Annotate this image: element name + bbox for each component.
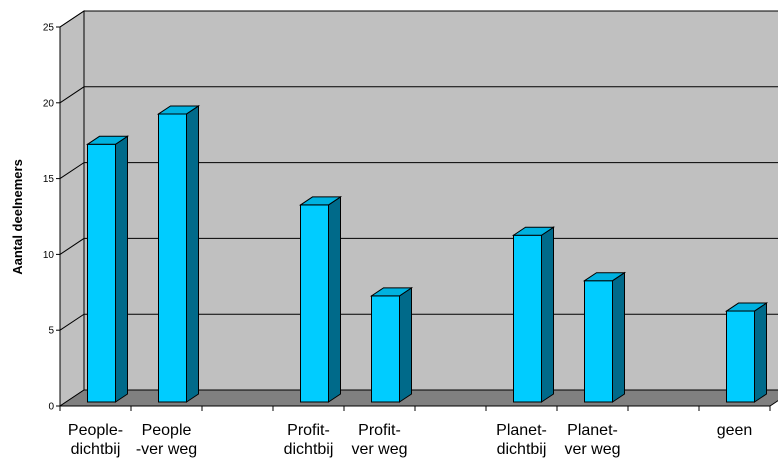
bar — [511, 226, 556, 403]
gridline — [59, 86, 778, 104]
bar-top — [724, 302, 769, 312]
bar-front — [158, 113, 187, 403]
side-wall — [59, 10, 85, 407]
bar-top — [582, 272, 627, 282]
bar-top — [511, 226, 556, 236]
x-category-label: Profit-ver weg — [351, 422, 407, 458]
bars — [85, 105, 769, 403]
bar — [582, 271, 627, 403]
bar — [156, 105, 201, 403]
x-category-label-line: dichtbij — [497, 441, 547, 458]
bar-side — [754, 302, 767, 403]
bar-side — [186, 105, 199, 403]
y-tick-label: 25 — [43, 23, 55, 34]
bar — [724, 302, 769, 403]
bar-front — [87, 143, 116, 403]
x-category-label-line: ver weg — [351, 441, 407, 458]
gridline — [59, 10, 778, 28]
bar — [298, 195, 343, 403]
x-category-label-line: -ver weg — [136, 441, 197, 458]
x-category-label-line: People — [142, 422, 192, 439]
x-category-label: Profit-dichtbij — [284, 422, 334, 458]
x-category-label-line: dichtbij — [71, 441, 121, 458]
y-tick-label: 20 — [43, 98, 55, 109]
bar-side — [115, 135, 128, 403]
y-tick-label: 5 — [48, 326, 54, 337]
x-category-label-line: Planet- — [496, 422, 547, 439]
y-tick-label: 15 — [43, 174, 55, 185]
x-category-label-line: Planet- — [567, 422, 618, 439]
x-category-label-line: geen — [717, 422, 753, 439]
x-category-label: geen — [717, 422, 753, 439]
bar-side — [612, 271, 625, 403]
gridlines — [59, 10, 778, 331]
bar-front — [371, 295, 400, 403]
bar-front — [726, 310, 755, 403]
bar-top — [298, 196, 343, 206]
bar — [85, 135, 130, 403]
x-category-label-line: dichtbij — [284, 441, 334, 458]
bar-side — [328, 195, 341, 403]
bar — [369, 286, 414, 403]
y-axis: 0 5 10 15 20 25 — [43, 23, 61, 413]
bar-top — [156, 105, 201, 115]
bar-front — [300, 204, 329, 403]
bar-side — [541, 226, 554, 403]
y-tick-label: 10 — [43, 250, 55, 261]
x-category-label-line: ver weg — [564, 441, 620, 458]
x-category-label: Planet-dichtbij — [496, 422, 547, 458]
y-tick-label: 0 — [48, 402, 54, 413]
x-category-label-line: Profit- — [287, 422, 330, 439]
bar-top — [85, 135, 130, 145]
bar-front — [584, 280, 613, 403]
x-category-label: People -ver weg — [136, 422, 197, 458]
x-category-label-line: People- — [68, 422, 123, 439]
bar-side — [399, 286, 412, 403]
bar-top — [369, 287, 414, 297]
x-category-label: People-dichtbij — [68, 422, 123, 458]
x-category-label-line: Profit- — [358, 422, 401, 439]
gridline — [59, 162, 778, 180]
bar-front — [513, 234, 542, 403]
gridline — [59, 237, 778, 255]
x-category-label: Planet-ver weg — [564, 422, 620, 458]
gridline — [59, 313, 778, 331]
y-axis-label: Aantal deelnemers — [10, 159, 25, 275]
